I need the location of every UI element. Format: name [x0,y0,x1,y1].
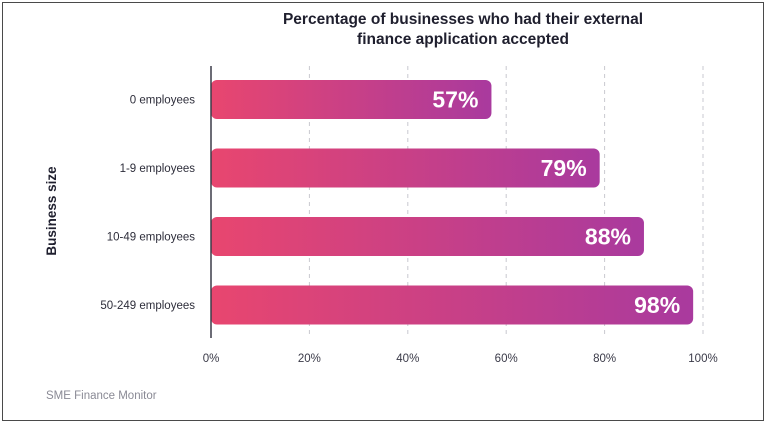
y-axis-label: Business size [44,166,59,256]
chart-title-line-1: Percentage of businesses who had their e… [283,11,643,28]
bar-value-label: 57% [432,87,478,113]
category-label: 10-49 employees [107,232,195,244]
bar-value-label: 98% [634,292,680,318]
chart-frame [2,2,764,421]
bar-value-label: 79% [541,155,587,181]
bar [211,148,600,188]
x-tick-label: 40% [396,353,419,365]
x-tick-label: 20% [298,353,321,365]
category-label: 0 employees [130,95,195,107]
bar-value-label: 88% [585,224,631,250]
category-label: 50-249 employees [100,300,195,312]
x-tick-label: 60% [495,353,518,365]
category-labels: 0 employees 1-9 employees 10-49 employees 5… [100,95,195,313]
bar [211,285,694,325]
x-tick-label: 100% [688,353,717,365]
source-note: SME Finance Monitor [46,390,157,402]
category-label: 1-9 employees [120,163,196,175]
bars: 57% 79% 88% 98% [211,80,694,325]
chart-title-line-2: finance application accepted [357,31,569,48]
bar [211,217,644,256]
x-tick-label: 80% [593,353,616,365]
x-tick-label: 0% [203,353,220,365]
bar [211,80,492,119]
x-tick-labels: 0% 20% 40% 60% 80% 100% [203,353,718,365]
